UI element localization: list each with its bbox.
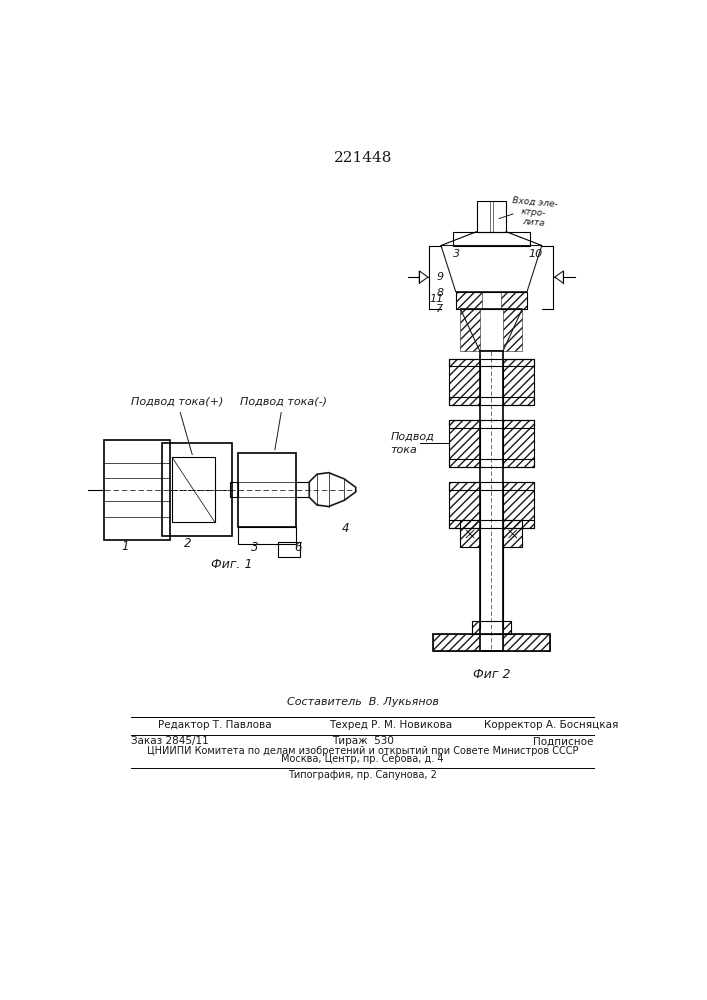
Text: Корректор А. Босняцкая: Корректор А. Босняцкая <box>484 720 618 730</box>
Bar <box>472 620 480 634</box>
Bar <box>503 620 510 634</box>
Text: 7: 7 <box>436 304 443 314</box>
Text: Тираж  530: Тираж 530 <box>332 736 394 746</box>
Text: 8: 8 <box>436 288 443 298</box>
Bar <box>238 527 296 544</box>
Bar <box>449 459 534 466</box>
Bar <box>503 359 534 405</box>
Text: 3: 3 <box>251 541 259 554</box>
Text: Редактор Т. Павлова: Редактор Т. Павлова <box>158 720 271 730</box>
Bar <box>503 420 534 466</box>
Text: ЦНИИПИ Комитета по делам изобретений и открытий при Совете Министров СССР: ЦНИИПИ Комитета по делам изобретений и о… <box>147 746 578 756</box>
Bar <box>172 457 215 522</box>
Bar <box>503 309 522 351</box>
Text: Москва, Центр, пр. Серова, д. 4: Москва, Центр, пр. Серова, д. 4 <box>281 754 444 764</box>
Bar <box>456 292 482 309</box>
Bar <box>503 482 534 528</box>
Bar <box>503 420 534 466</box>
Text: Вход эле-
ктро-
лита: Вход эле- ктро- лита <box>510 196 558 229</box>
Bar <box>477 201 506 232</box>
Bar <box>503 482 534 528</box>
Text: Подвод тока(-): Подвод тока(-) <box>240 397 327 450</box>
Text: Фиг. 1: Фиг. 1 <box>211 558 252 571</box>
Bar <box>433 634 549 651</box>
Bar <box>449 482 480 528</box>
Text: Подвод тока(+): Подвод тока(+) <box>131 397 223 455</box>
Text: 3: 3 <box>452 249 460 259</box>
Bar <box>460 520 480 547</box>
Bar <box>238 453 296 527</box>
Text: Подвод: Подвод <box>391 432 435 442</box>
Bar <box>449 420 534 428</box>
Text: Заказ 2845/11: Заказ 2845/11 <box>131 736 209 746</box>
Bar <box>449 420 480 466</box>
Bar <box>501 292 527 309</box>
Bar <box>449 359 534 366</box>
Bar <box>449 397 534 405</box>
Text: Подписное: Подписное <box>533 736 594 746</box>
Bar <box>503 359 534 405</box>
Bar <box>472 620 510 634</box>
Bar <box>449 359 480 405</box>
Bar <box>449 482 534 490</box>
Text: 221448: 221448 <box>334 151 392 165</box>
Bar <box>449 520 534 528</box>
Bar <box>460 309 480 351</box>
Text: 9: 9 <box>436 272 443 282</box>
Bar <box>279 542 300 557</box>
Bar <box>480 351 503 651</box>
Bar <box>452 232 530 246</box>
Text: 6: 6 <box>294 541 301 554</box>
Bar <box>456 292 527 309</box>
Bar <box>503 520 522 547</box>
Bar <box>503 634 549 651</box>
Bar <box>503 520 522 547</box>
Text: Составитель  В. Лукьянов: Составитель В. Лукьянов <box>287 697 438 707</box>
Text: 11: 11 <box>429 294 443 304</box>
Text: Фиг 2: Фиг 2 <box>472 668 510 681</box>
Bar <box>162 443 232 536</box>
Text: Техред Р. М. Новикова: Техред Р. М. Новикова <box>329 720 452 730</box>
Bar <box>460 520 480 547</box>
Text: 1: 1 <box>122 540 129 553</box>
Text: 10: 10 <box>529 249 543 259</box>
Bar <box>449 482 480 528</box>
Bar <box>433 634 480 651</box>
Bar <box>104 440 170 540</box>
Text: 2: 2 <box>184 537 192 550</box>
Text: тока: тока <box>391 445 418 455</box>
Text: 4: 4 <box>342 522 349 535</box>
Bar <box>449 359 480 405</box>
Text: Типография, пр. Сапунова, 2: Типография, пр. Сапунова, 2 <box>288 770 437 780</box>
Bar <box>230 482 238 497</box>
Bar <box>449 420 480 466</box>
